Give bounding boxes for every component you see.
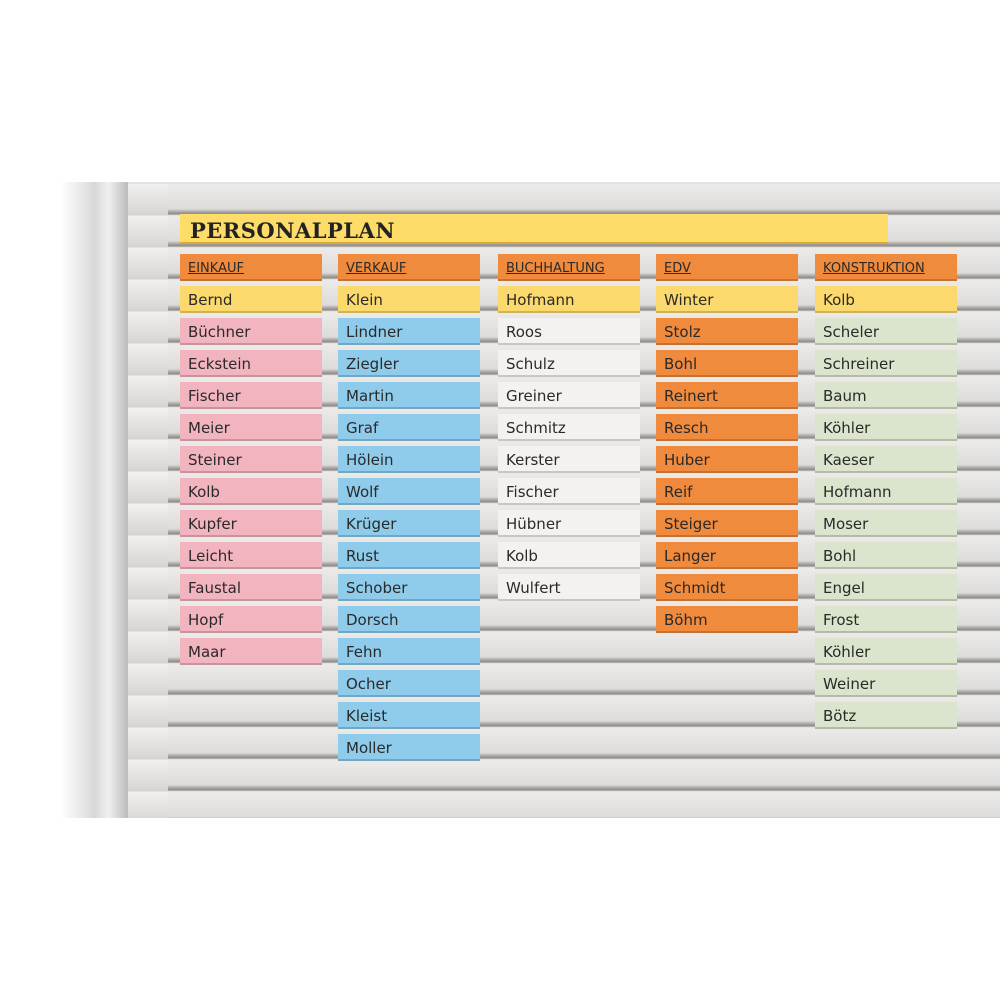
name-card[interactable]: Lindner [338, 318, 480, 345]
column-header-card[interactable]: EDV [656, 254, 798, 281]
name-card[interactable]: Köhler [815, 414, 957, 441]
name-card[interactable]: Frost [815, 606, 957, 633]
name-card[interactable]: Kleist [338, 702, 480, 729]
name-card[interactable]: Büchner [180, 318, 322, 345]
board-title-card: PERSONALPLAN [180, 214, 888, 244]
name-card[interactable]: Hölein [338, 446, 480, 473]
name-card[interactable]: Schober [338, 574, 480, 601]
name-card[interactable]: Kolb [498, 542, 640, 569]
name-card[interactable]: Maar [180, 638, 322, 665]
board-slat [128, 184, 1000, 215]
column-header-card[interactable]: VERKAUF [338, 254, 480, 281]
name-card[interactable]: Dorsch [338, 606, 480, 633]
lead-name-card[interactable]: Winter [656, 286, 798, 313]
name-card[interactable]: Köhler [815, 638, 957, 665]
name-card[interactable]: Leicht [180, 542, 322, 569]
name-card[interactable]: Kaeser [815, 446, 957, 473]
wall-shadow [60, 182, 100, 818]
name-card[interactable]: Weiner [815, 670, 957, 697]
name-card[interactable]: Martin [338, 382, 480, 409]
name-card[interactable]: Reif [656, 478, 798, 505]
name-card[interactable]: Schmidt [656, 574, 798, 601]
column-header-card[interactable]: BUCHHALTUNG [498, 254, 640, 281]
lead-name-card[interactable]: Kolb [815, 286, 957, 313]
name-card[interactable]: Kolb [180, 478, 322, 505]
name-card[interactable]: Bötz [815, 702, 957, 729]
name-card[interactable]: Krüger [338, 510, 480, 537]
name-card[interactable]: Hofmann [815, 478, 957, 505]
name-card[interactable]: Greiner [498, 382, 640, 409]
name-card[interactable]: Kerster [498, 446, 640, 473]
name-card[interactable]: Engel [815, 574, 957, 601]
name-card[interactable]: Schulz [498, 350, 640, 377]
lead-name-card[interactable]: Hofmann [498, 286, 640, 313]
name-card[interactable]: Wulfert [498, 574, 640, 601]
name-card[interactable]: Steiger [656, 510, 798, 537]
name-card[interactable]: Moser [815, 510, 957, 537]
column-header-card[interactable]: KONSTRUKTION [815, 254, 957, 281]
name-card[interactable]: Roos [498, 318, 640, 345]
board-frame [95, 182, 128, 818]
name-card[interactable]: Schreiner [815, 350, 957, 377]
name-card[interactable]: Eckstein [180, 350, 322, 377]
name-card[interactable]: Ocher [338, 670, 480, 697]
name-card[interactable]: Langer [656, 542, 798, 569]
name-card[interactable]: Meier [180, 414, 322, 441]
name-card[interactable]: Huber [656, 446, 798, 473]
name-card[interactable]: Ziegler [338, 350, 480, 377]
name-card[interactable]: Kupfer [180, 510, 322, 537]
name-card[interactable]: Faustal [180, 574, 322, 601]
name-card[interactable]: Hübner [498, 510, 640, 537]
board-slat [128, 728, 1000, 759]
name-card[interactable]: Resch [656, 414, 798, 441]
name-card[interactable]: Baum [815, 382, 957, 409]
name-card[interactable]: Steiner [180, 446, 322, 473]
name-card[interactable]: Fischer [498, 478, 640, 505]
lead-name-card[interactable]: Bernd [180, 286, 322, 313]
board-slat [128, 792, 1000, 818]
name-card[interactable]: Scheler [815, 318, 957, 345]
name-card[interactable]: Schmitz [498, 414, 640, 441]
name-card[interactable]: Bohl [815, 542, 957, 569]
name-card[interactable]: Bohl [656, 350, 798, 377]
name-card[interactable]: Fehn [338, 638, 480, 665]
name-card[interactable]: Stolz [656, 318, 798, 345]
name-card[interactable]: Reinert [656, 382, 798, 409]
board-slat [128, 760, 1000, 791]
name-card[interactable]: Böhm [656, 606, 798, 633]
column-header-card[interactable]: EINKAUF [180, 254, 322, 281]
name-card[interactable]: Hopf [180, 606, 322, 633]
name-card[interactable]: Wolf [338, 478, 480, 505]
name-card[interactable]: Graf [338, 414, 480, 441]
lead-name-card[interactable]: Klein [338, 286, 480, 313]
name-card[interactable]: Rust [338, 542, 480, 569]
name-card[interactable]: Moller [338, 734, 480, 761]
name-card[interactable]: Fischer [180, 382, 322, 409]
